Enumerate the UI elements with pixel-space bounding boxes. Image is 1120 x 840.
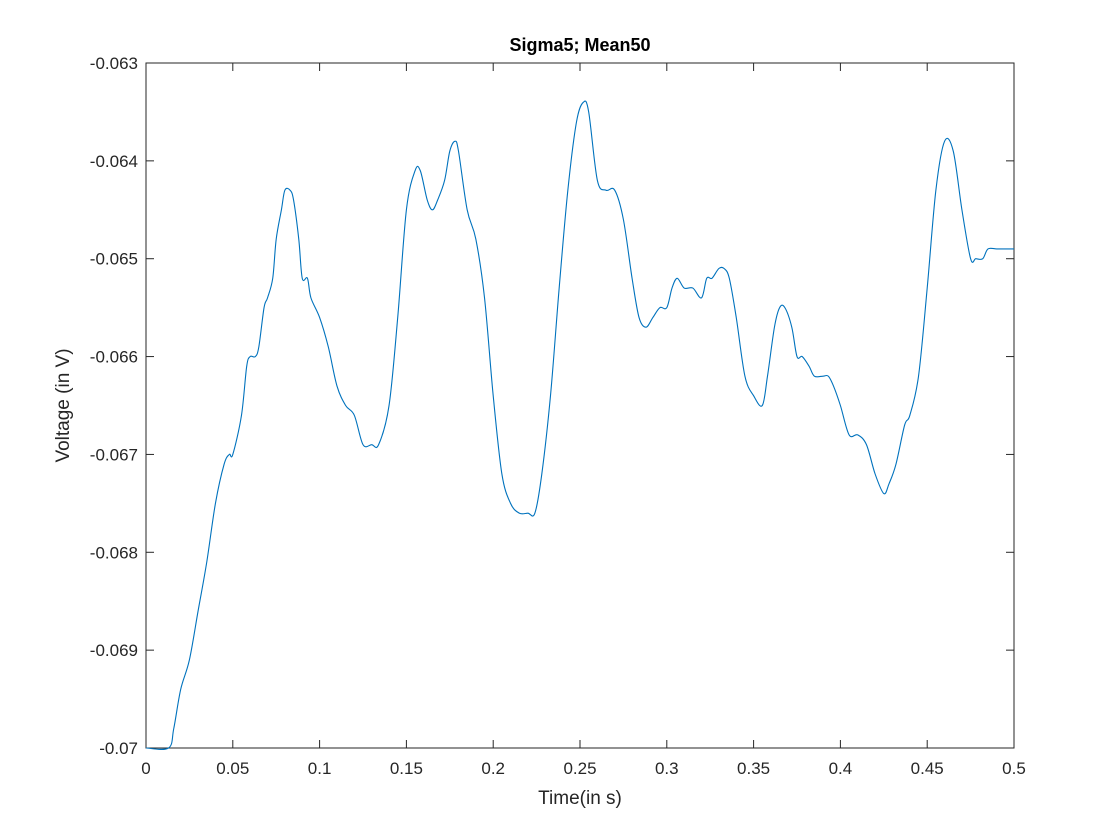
x-tick-label: 0.1 (308, 759, 332, 778)
x-axis-ticks: 0 0.05 0.1 0.15 0.2 0.25 0.3 0.35 0.4 0.45 0.5 (141, 63, 1026, 778)
series-line-0 (145, 100, 1014, 750)
y-tick-label: -0.065 (90, 250, 138, 269)
y-tick-label: -0.07 (99, 739, 138, 758)
y-tick-label: -0.066 (90, 348, 138, 367)
x-tick-label: 0.35 (737, 759, 770, 778)
x-tick-label: 0.4 (829, 759, 853, 778)
y-axis-label: Voltage (in V) (53, 348, 74, 462)
y-tick-label: -0.063 (90, 54, 138, 73)
y-tick-label: -0.064 (90, 152, 138, 171)
y-tick-label: -0.067 (90, 445, 138, 464)
y-tick-label: -0.069 (90, 641, 138, 660)
series-layer (145, 100, 1014, 750)
y-tick-label: -0.068 (90, 543, 138, 562)
x-tick-label: 0.5 (1002, 759, 1026, 778)
x-tick-label: 0.2 (481, 759, 505, 778)
x-tick-label: 0.45 (911, 759, 944, 778)
chart-title: Sigma5; Mean50 (509, 35, 650, 55)
x-tick-label: 0.05 (216, 759, 249, 778)
plot-area (145, 62, 1015, 749)
y-axis-ticks: -0.063 -0.064 -0.065 -0.066 -0.067 -0.068 -0.0… (90, 54, 1014, 758)
x-tick-label: 0.25 (563, 759, 596, 778)
x-axis-label: Time(in s) (538, 788, 622, 809)
x-tick-label: 0.15 (390, 759, 423, 778)
x-tick-label: 0 (141, 759, 150, 778)
x-tick-label: 0.3 (655, 759, 679, 778)
